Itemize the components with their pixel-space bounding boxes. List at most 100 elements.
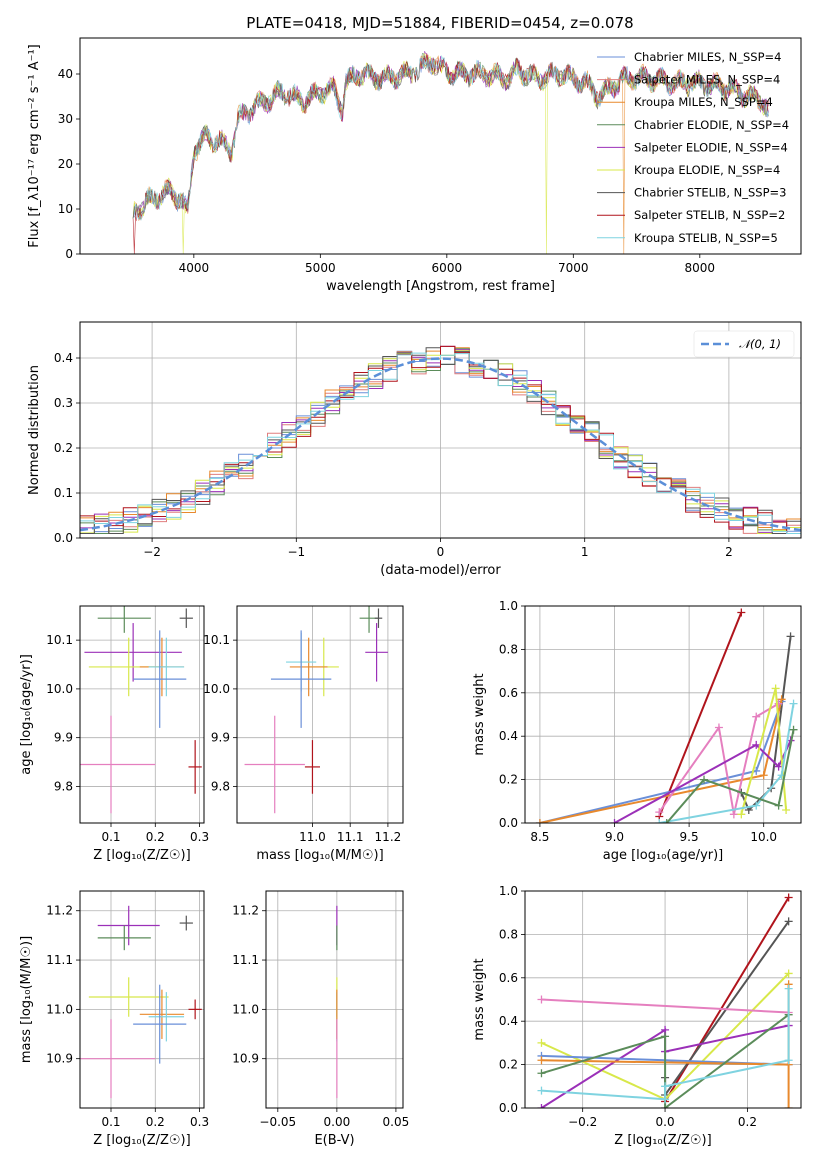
spectrum-line-8 [132,54,769,221]
y-tick-label: 0.6 [499,686,518,700]
y-tick-label: 0.4 [499,1014,518,1028]
weight-marker [786,632,795,641]
weight-marker [661,1104,670,1108]
legend-label: Salpeter ELODIE, N_SSP=4 [634,140,788,154]
y-tick-label: 40 [58,67,73,81]
weight-marker [784,893,793,902]
y-tick-label: 0.8 [499,927,518,941]
x-axis-label: age [log₁₀(age/yr)] [603,848,724,863]
y-tick-label: 30 [58,112,73,126]
weight-marker [537,995,546,1004]
y-tick-label: 0.6 [499,971,518,985]
y-tick-label: 0.2 [499,1058,518,1072]
y-tick-label: 1.0 [499,599,518,613]
weight-marker [782,805,791,814]
y-tick-label: 11.1 [46,953,73,967]
x-tick-label: 2 [725,545,733,559]
x-tick-label: 0.3 [190,1115,209,1129]
axes-frame [265,890,404,1109]
histogram-8 [80,352,801,534]
legend: Chabrier MILES, N_SSP=4 Salpeter MILES, N… [597,50,789,245]
plot-area-mass-age [244,606,388,814]
x-axis-label: mass [log₁₀(M/M☉)] [256,848,383,863]
x-tick-label: 0.3 [190,830,209,844]
axes-frame [524,890,802,1109]
axes-frame [236,605,404,824]
weight-marker [737,608,746,617]
weight-line-3 [541,998,789,1014]
y-tick-label: 9.8 [211,779,230,793]
y-tick-label: 0.1 [54,486,73,500]
x-axis-label: Z [log₁₀(Z/Z☉)] [93,848,190,863]
y-tick-label: 11.1 [232,953,259,967]
weight-line-0 [664,896,790,1103]
x-tick-label: 0.0 [656,1115,675,1129]
axes-frame [79,37,802,255]
axes-frame [79,321,802,539]
weight-marker [789,725,798,734]
weight-marker [661,1095,670,1104]
y-tick-label: 10.0 [46,682,73,696]
x-tick-label: −2 [143,545,161,559]
x-tick-label: 10.0 [750,830,777,844]
x-axis-label: (data-model)/error [380,563,501,578]
y-axis-label: Flux [f_λ10⁻¹⁷ erg cm⁻² s⁻¹ A⁻¹] [27,44,42,248]
x-tick-label: 0.05 [383,1115,410,1129]
y-tick-label: 10.1 [46,633,73,647]
weight-marker [784,984,793,993]
weight-line-1 [664,920,790,1099]
legend-label: Chabrier STELIB, N_SSP=3 [634,186,786,200]
y-tick-label: 9.9 [54,731,73,745]
panel-z-age: 0.1 0.2 0.3 9.8 9.9 10.0 10.1 Z [log₁₀(Z/Z☉)] ag… [19,605,209,863]
y-axis-label: mass weight [472,673,487,755]
weight-marker [784,969,793,978]
weight-line-7 [659,703,795,823]
weight-marker [537,1056,546,1065]
y-tick-label: 11.2 [46,904,73,918]
figure-title: PLATE=0418, MJD=51884, FIBERID=0454, z=0… [246,14,633,32]
x-tick-label: 11.2 [375,830,402,844]
weight-marker [789,699,798,708]
weight-marker [771,684,780,693]
x-tick-label: 0.00 [324,1115,351,1129]
weight-line-7 [541,1013,790,1108]
x-tick-label: 0.1 [101,1115,120,1129]
y-tick-label: 11.0 [232,1002,259,1016]
weight-marker [661,1032,670,1041]
x-tick-label: 9.5 [680,830,699,844]
panel-weight-age: 8.5 9.0 9.5 10.0 0.0 0.2 0.4 0.6 0.8 1.0 age [log₁… [472,599,802,863]
y-axis-label: age [log₁₀(age/yr)] [19,654,34,775]
weight-marker [784,1056,793,1065]
weight-marker [737,810,746,819]
weight-marker [752,801,761,810]
y-tick-label: 11.0 [46,1002,73,1016]
weight-marker [777,695,786,704]
weight-marker [655,819,664,823]
y-tick-label: 10.1 [203,633,230,647]
legend-label: Kroupa MILES, N_SSP=4 [634,95,773,109]
y-tick-label: 0 [65,247,73,261]
axes-frame [79,605,205,824]
y-axis-label: mass [log₁₀(M/M☉)] [19,936,34,1063]
axes-frame [79,890,205,1109]
x-tick-label: 7000 [558,261,589,275]
weight-marker [662,819,671,823]
x-tick-label: 8000 [685,261,716,275]
y-tick-label: 0.3 [54,396,73,410]
plot-area-z-mass [80,905,202,1099]
weight-marker [700,775,709,784]
x-tick-label: 6000 [432,261,463,275]
weight-marker [537,1086,546,1095]
legend-label: Kroupa STELIB, N_SSP=5 [634,231,778,245]
weight-marker [784,1104,793,1108]
y-tick-label: 1.0 [499,884,518,898]
y-axis-label: Normed distribution [27,365,42,495]
x-tick-label: −0.05 [259,1115,296,1129]
x-tick-label: 0.2 [738,1115,757,1129]
weight-line-8 [665,729,795,823]
x-tick-label: 5000 [305,261,336,275]
panel-spectrum: 4000 5000 6000 7000 8000 0 10 20 30 40 wavelength … [27,37,802,294]
weight-marker [784,917,793,926]
legend-label: Salpeter MILES, N_SSP=4 [634,73,780,87]
